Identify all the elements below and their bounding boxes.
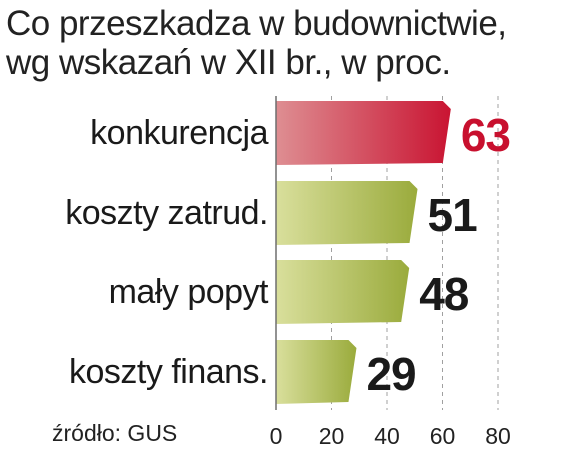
category-label-3: koszty finans. — [69, 353, 268, 391]
x-tick-label-20: 20 — [319, 423, 345, 449]
chart-title: Co przeszkadza w budownictwie, wg wskaza… — [6, 4, 562, 82]
category-label-2: mały popyt — [109, 273, 269, 311]
x-tick-label-60: 60 — [430, 423, 456, 449]
category-label-1: koszty zatrud. — [65, 194, 268, 232]
x-tick-label-0: 0 — [270, 423, 283, 449]
bar-3 — [276, 340, 357, 404]
source-note: źródło: GUS — [52, 420, 178, 446]
value-label-3: 29 — [366, 348, 415, 400]
category-label-0: konkurencja — [90, 114, 268, 152]
x-axis: 0 20 40 60 80 — [270, 96, 511, 449]
x-tick-label-40: 40 — [374, 423, 400, 449]
bar-2 — [276, 260, 410, 324]
value-label-1: 51 — [428, 189, 478, 241]
bar-1 — [276, 181, 418, 245]
value-label-2: 48 — [419, 268, 469, 320]
chart-title-line-1: Co przeszkadza w budownictwie, — [6, 4, 507, 43]
value-label-0: 63 — [461, 109, 510, 161]
chart-title-line-2: wg wskazań w XII br., w proc. — [6, 43, 451, 82]
x-tick-label-80: 80 — [485, 423, 511, 449]
bars: konkurencja 63 koszty zatrud. 51 mały popyt 4… — [65, 101, 511, 404]
bar-0 — [276, 101, 451, 165]
